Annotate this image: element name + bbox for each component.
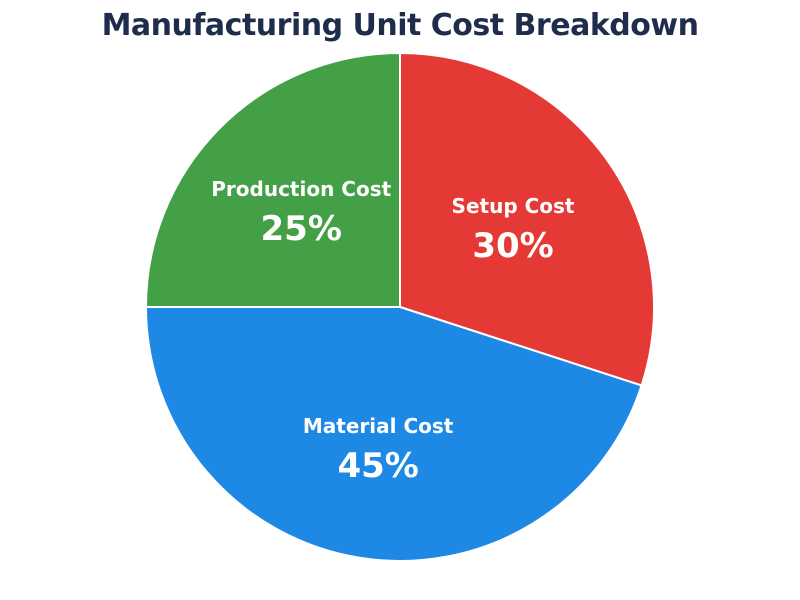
slice-value-material-cost: 45% bbox=[337, 446, 418, 486]
slice-value-setup-cost: 30% bbox=[472, 226, 553, 266]
pie-slice-production-cost bbox=[144, 51, 401, 308]
slice-label-production-cost: Production Cost bbox=[211, 177, 391, 201]
pie-slice-setup-cost bbox=[399, 51, 655, 387]
slice-label-setup-cost: Setup Cost bbox=[452, 194, 575, 218]
slice-value-production-cost: 25% bbox=[261, 209, 342, 249]
chart-title: Manufacturing Unit Cost Breakdown bbox=[101, 8, 699, 43]
slice-label-material-cost: Material Cost bbox=[303, 414, 454, 438]
pie-slice-material-cost bbox=[144, 306, 643, 562]
